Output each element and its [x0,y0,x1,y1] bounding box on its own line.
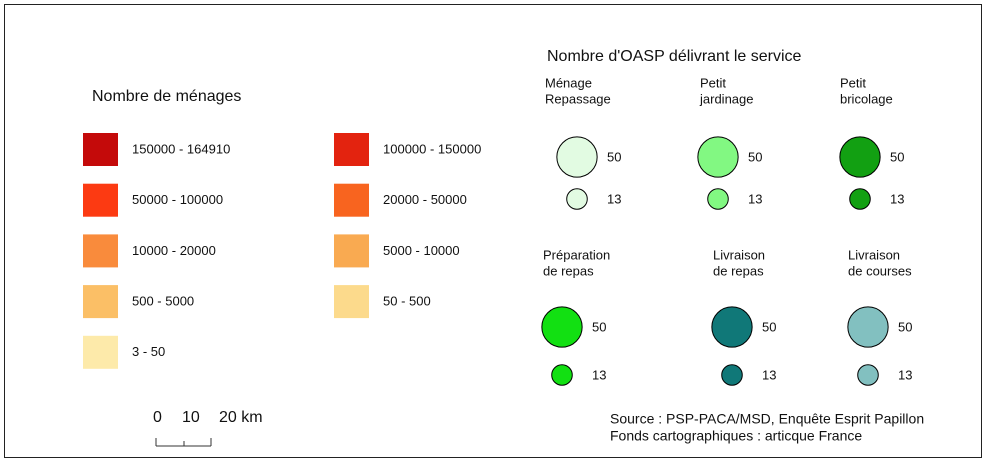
size-label: 50 [748,149,762,164]
class-label: 50000 - 100000 [132,192,223,207]
size-label: 13 [898,367,912,382]
size-label: 50 [607,149,621,164]
class-label: 150000 - 164910 [132,141,230,156]
service-label: de repas [713,263,764,278]
size-label: 13 [748,191,762,206]
class-swatch [83,183,118,217]
size-label: 50 [762,319,776,334]
size-circle [857,364,879,386]
scale-label: 0 [153,409,162,426]
service-label: jardinage [699,91,754,106]
class-swatch [83,335,118,369]
size-label: 50 [592,319,606,334]
size-circle [839,136,881,178]
service-label: Préparation [543,247,610,262]
source-line: Fonds cartographiques : articque France [610,428,862,444]
class-label: 3 - 50 [132,344,165,359]
size-label: 13 [607,191,621,206]
class-label: 10000 - 20000 [132,243,216,258]
size-circle [697,136,739,178]
class-label: 100000 - 150000 [383,141,481,156]
size-circle [556,136,598,178]
size-circle [551,364,573,386]
service-label: Petit [700,75,726,90]
service-label: Ménage [545,75,592,90]
size-label: 13 [890,191,904,206]
size-circle [541,306,583,348]
scale-label: 20 km [219,409,263,426]
service-label: de repas [543,263,594,278]
size-circle [566,188,588,210]
size-circle [849,188,871,210]
class-label: 500 - 5000 [132,294,194,309]
symbols-title: Nombre d'OASP délivrant le service [547,48,802,65]
service-label: Petit [840,75,866,90]
class-label: 50 - 500 [383,294,431,309]
class-swatch [334,133,369,166]
class-swatch [334,285,369,319]
source-line: Source : PSP-PACA/MSD, Enquête Esprit Pa… [610,411,924,427]
class-swatch [83,133,118,166]
class-swatch [83,285,118,319]
service-label: Livraison [713,247,765,262]
class-label: 20000 - 50000 [383,192,467,207]
size-label: 13 [592,367,606,382]
size-label: 50 [898,319,912,334]
service-label: Repassage [545,91,611,106]
class-swatch [334,183,369,217]
size-label: 50 [890,149,904,164]
size-circle [711,306,753,348]
size-circle [707,188,729,210]
service-label: de courses [848,263,912,278]
class-label: 5000 - 10000 [383,243,460,258]
choropleth-title: Nombre de ménages [92,88,241,105]
class-swatch [83,234,118,268]
class-swatch [334,234,369,268]
size-label: 13 [762,367,776,382]
size-circle [721,364,743,386]
frame [4,4,982,458]
size-circle [847,306,889,348]
service-label: Livraison [848,247,900,262]
scale-label: 10 [182,409,200,426]
service-label: bricolage [840,91,893,106]
